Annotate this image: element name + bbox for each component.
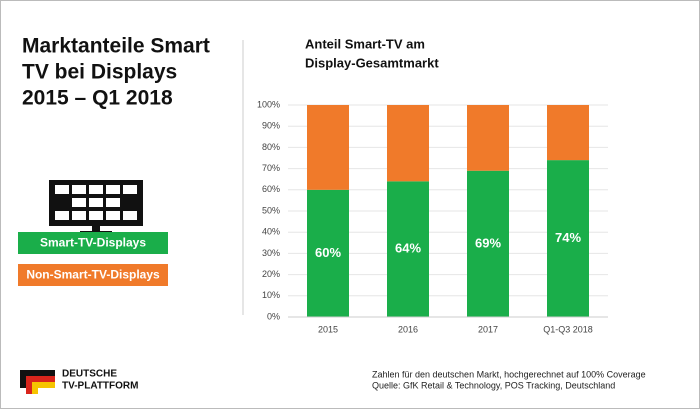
y-tick-label: 20% [262,269,280,279]
bar-segment [387,181,429,317]
data-label: 60% [315,245,341,260]
y-tick-label: 60% [262,184,280,194]
chart-title: Display-Gesamtmarkt [305,55,439,70]
y-tick-label: 40% [262,227,280,237]
bar-segment [307,105,349,190]
headline: TV bei Displays [22,61,177,84]
y-tick-label: 80% [262,142,280,152]
data-label: 64% [395,241,421,256]
bar-segment [307,189,349,317]
legend-swatch [18,232,168,254]
bar-segment [547,160,589,317]
y-tick-label: 10% [262,290,280,300]
y-tick-label: 0% [267,311,280,321]
logo: DEUTSCHE TV-PLATTFORM [20,369,138,394]
y-tick-label: 30% [262,248,280,258]
headline: Marktanteile Smart [22,35,210,58]
logo-text: TV-PLATTFORM [62,381,138,392]
note: Quelle: GfK Retail & Technology, POS Tra… [372,380,615,390]
headline: 2015 – Q1 2018 [22,87,173,110]
tv-icon [49,180,143,234]
data-label: 74% [555,230,581,245]
bar-segment [467,105,509,171]
y-tick-label: 50% [262,205,280,215]
x-tick-label: Q1-Q3 2018 [543,324,593,334]
bar-segment [387,105,429,182]
legend-label: Non-Smart-TV-Displays [26,268,160,282]
data-label: 69% [475,235,501,250]
x-tick-label: 2015 [318,324,338,334]
note: Zahlen für den deutschen Markt, hochgere… [372,369,646,379]
chart-title: Anteil Smart-TV am [305,36,425,51]
y-tick-label: 100% [257,99,280,109]
logo-text: DEUTSCHE [62,369,117,380]
y-tick-label: 90% [262,121,280,131]
legend-label: Smart-TV-Displays [40,236,146,250]
y-tick-label: 70% [262,163,280,173]
bar-segment [547,105,589,161]
x-tick-label: 2016 [398,324,418,334]
legend-swatch [18,264,168,286]
bar-segment [467,170,509,317]
x-tick-label: 2017 [478,324,498,334]
